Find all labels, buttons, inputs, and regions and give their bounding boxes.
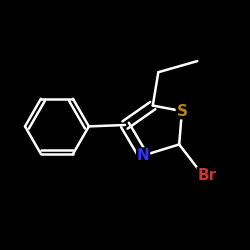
Text: N: N bbox=[137, 148, 149, 163]
Text: S: S bbox=[176, 104, 188, 118]
Text: Br: Br bbox=[198, 168, 216, 182]
